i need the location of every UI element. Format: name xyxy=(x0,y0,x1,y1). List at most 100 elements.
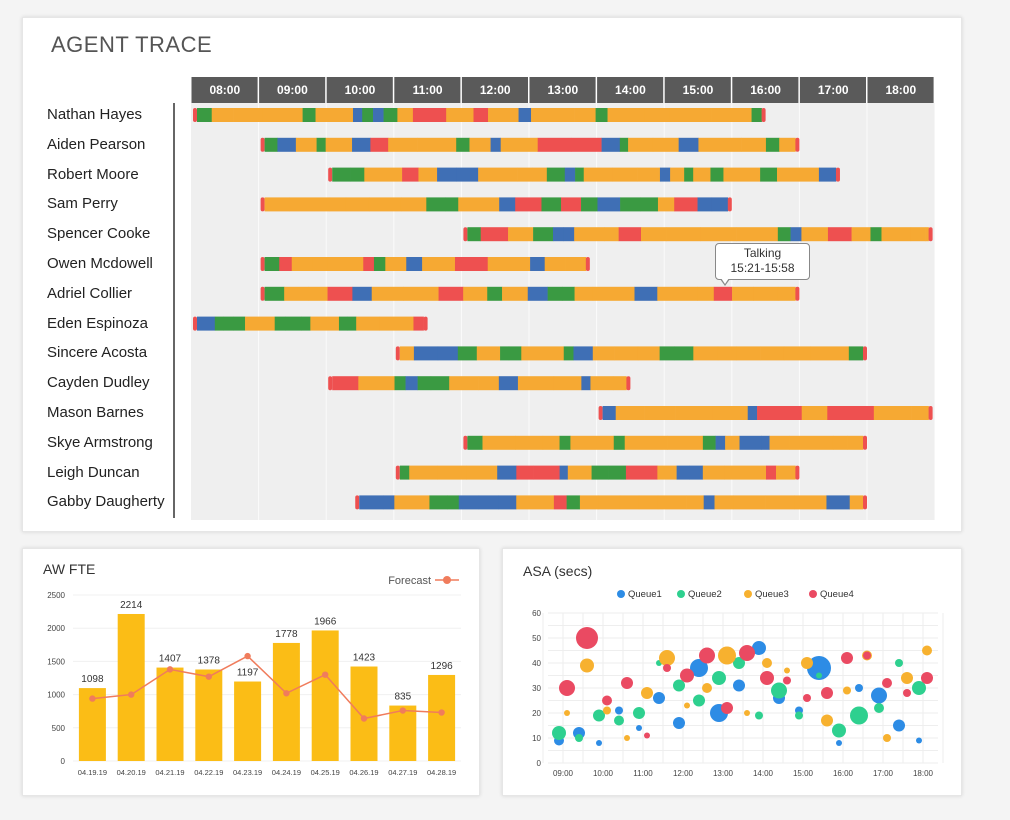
trace-segment xyxy=(325,137,353,152)
trace-segment xyxy=(518,108,532,122)
asa-x-tick-label: 14:00 xyxy=(753,769,774,778)
agent-name[interactable]: Sam Perry xyxy=(47,195,118,213)
agent-name[interactable]: Eden Espinoza xyxy=(47,314,148,332)
agent-name[interactable]: Adriel Collier xyxy=(47,284,133,302)
agent-name[interactable]: Sincere Acosta xyxy=(47,344,148,362)
asa-legend-marker xyxy=(677,590,685,598)
fte-x-tick-label: 04.24.19 xyxy=(272,768,301,777)
trace-segment xyxy=(515,435,544,450)
trace-segment xyxy=(502,286,529,301)
trace-segment xyxy=(835,167,840,182)
asa-x-tick-label: 12:00 xyxy=(673,769,694,778)
trace-segment xyxy=(260,257,265,271)
trace-segment xyxy=(463,286,488,301)
agent-trace-bar xyxy=(328,167,840,182)
tooltip-time-range: 15:21-15:58 xyxy=(730,261,795,275)
fte-x-tick-label: 04.20.19 xyxy=(117,768,146,777)
hour-header-label: 08:00 xyxy=(209,83,240,97)
asa-bubble xyxy=(783,676,791,685)
trace-segment xyxy=(310,316,340,331)
trace-segment xyxy=(795,465,800,480)
agent-name[interactable]: Aiden Pearson xyxy=(47,135,146,153)
agent-name[interactable]: Cayden Dudley xyxy=(47,374,150,392)
trace-segment xyxy=(657,495,687,510)
trace-segment xyxy=(561,197,582,212)
agent-name[interactable]: Mason Barnes xyxy=(47,404,144,421)
trace-segment xyxy=(928,227,933,242)
trace-segment xyxy=(826,495,851,510)
trace-segment xyxy=(657,286,698,301)
trace-segment xyxy=(761,108,766,122)
asa-y-tick-label: 10 xyxy=(532,734,541,743)
asa-bubble xyxy=(659,650,675,666)
trace-segment xyxy=(613,435,626,450)
asa-bubble xyxy=(614,715,624,726)
trace-segment xyxy=(637,167,661,182)
trace-segment xyxy=(346,316,357,331)
trace-segment xyxy=(245,316,276,331)
trace-segment xyxy=(794,495,827,510)
trace-segment xyxy=(362,108,374,122)
hour-header-label: 11:00 xyxy=(413,83,443,97)
asa-bubble xyxy=(771,682,787,699)
asa-panel: ASA (secs) 0 10 20 30 40 50 60 09:00 10:00 11:00 1… xyxy=(502,548,962,796)
agent-name[interactable]: Owen Mcdowell xyxy=(47,255,153,272)
trace-segment xyxy=(693,346,719,361)
agent-name[interactable]: Gabby Daugherty xyxy=(47,493,165,511)
asa-legend-marker xyxy=(617,590,625,598)
trace-segment xyxy=(397,108,414,122)
trace-segment xyxy=(667,435,704,450)
asa-bubble xyxy=(693,694,705,707)
trace-segment xyxy=(713,286,733,301)
asa-bubble xyxy=(603,706,611,715)
asa-bubble xyxy=(922,645,932,656)
trace-segment xyxy=(689,465,704,480)
trace-segment xyxy=(602,406,617,420)
asa-y-tick-label: 50 xyxy=(532,634,541,643)
asa-y-tick-label: 0 xyxy=(537,759,542,768)
trace-segment xyxy=(670,167,685,182)
trace-segment xyxy=(456,167,479,182)
asa-bubble xyxy=(633,707,645,719)
trace-segment xyxy=(863,435,867,450)
asa-bubble xyxy=(702,683,712,693)
fte-bar-value-label: 1378 xyxy=(198,656,221,667)
trace-segment xyxy=(624,435,668,450)
trace-segment xyxy=(776,167,820,182)
agent-name[interactable]: Skye Armstrong xyxy=(47,433,153,451)
asa-bubble xyxy=(871,687,887,704)
trace-segment xyxy=(608,465,627,480)
asa-x-tick-label: 15:00 xyxy=(793,769,814,778)
trace-segment xyxy=(777,286,796,301)
forecast-legend-label: Forecast xyxy=(388,575,431,587)
trace-segment xyxy=(430,376,450,391)
agent-trace-bar xyxy=(260,286,800,301)
agent-name[interactable]: Leigh Duncan xyxy=(47,463,140,481)
agent-name[interactable]: Spencer Cooke xyxy=(47,225,151,243)
trace-segment xyxy=(827,227,852,242)
trace-segment xyxy=(863,346,867,361)
trace-segment xyxy=(751,108,762,122)
fte-x-tick-label: 04.22.19 xyxy=(194,768,223,777)
trace-segment xyxy=(403,286,439,301)
trace-segment xyxy=(724,465,767,480)
trace-segment xyxy=(371,286,404,301)
trace-segment xyxy=(508,346,522,361)
trace-segment xyxy=(454,257,489,271)
fte-bar xyxy=(389,705,417,761)
agent-name[interactable]: Robert Moore xyxy=(47,165,139,183)
trace-segment xyxy=(702,465,725,480)
trace-segment xyxy=(559,435,571,450)
trace-segment xyxy=(532,167,548,182)
trace-segment xyxy=(619,495,640,510)
agent-name[interactable]: Nathan Hayes xyxy=(47,106,143,123)
trace-segment xyxy=(395,465,400,480)
trace-segment xyxy=(769,435,790,450)
trace-segment xyxy=(422,257,456,271)
agent-trace-bar xyxy=(260,137,800,152)
trace-segment xyxy=(565,257,587,271)
trace-segment xyxy=(544,257,566,271)
trace-segment xyxy=(463,435,468,450)
trace-segment xyxy=(437,465,467,480)
asa-bubble xyxy=(863,651,871,660)
